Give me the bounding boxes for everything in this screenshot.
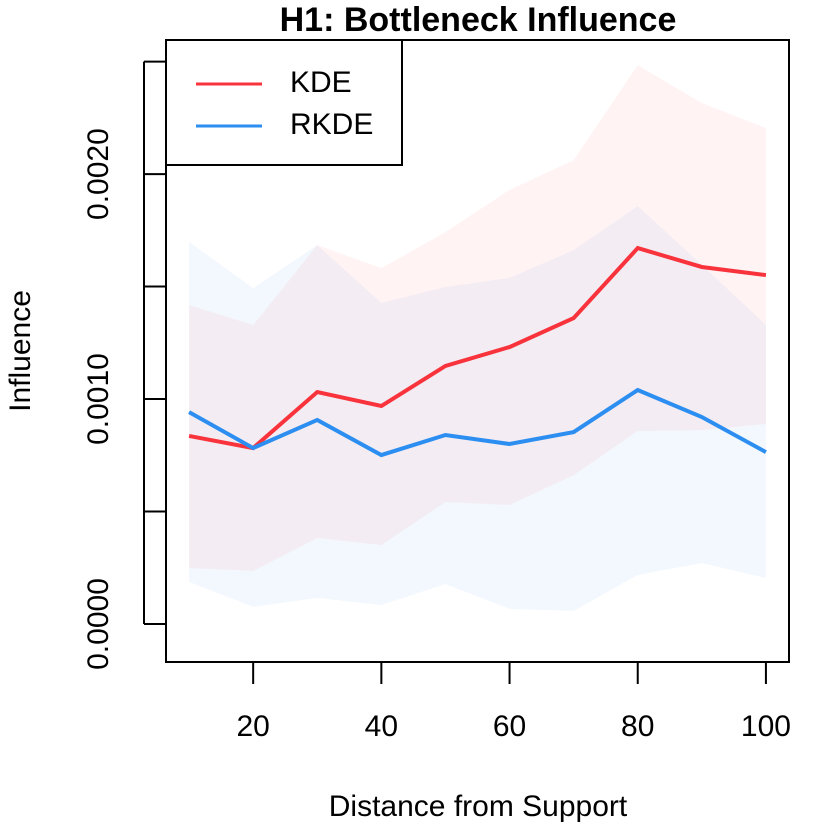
x-tick-label: 100 xyxy=(741,710,791,743)
x-tick-label: 60 xyxy=(493,710,526,743)
chart-title: H1: Bottleneck Influence xyxy=(280,1,677,39)
legend-label: KDE xyxy=(290,66,352,99)
data-line xyxy=(188,245,767,451)
legend-label: RKDE xyxy=(290,108,373,141)
y-axis-label: Influence xyxy=(4,290,37,412)
x-tick-label: 20 xyxy=(236,710,269,743)
confidence-band xyxy=(189,206,766,611)
x-axis-label: Distance from Support xyxy=(329,790,628,823)
x-tick-label: 80 xyxy=(621,710,654,743)
y-tick-label: 0.0000 xyxy=(82,578,115,670)
data-line xyxy=(188,387,767,458)
confidence-band xyxy=(189,65,766,571)
y-tick-label: 0.0020 xyxy=(82,128,115,220)
legend-box xyxy=(165,39,403,166)
x-tick-label: 40 xyxy=(365,710,398,743)
y-tick-label: 0.0010 xyxy=(82,353,115,445)
